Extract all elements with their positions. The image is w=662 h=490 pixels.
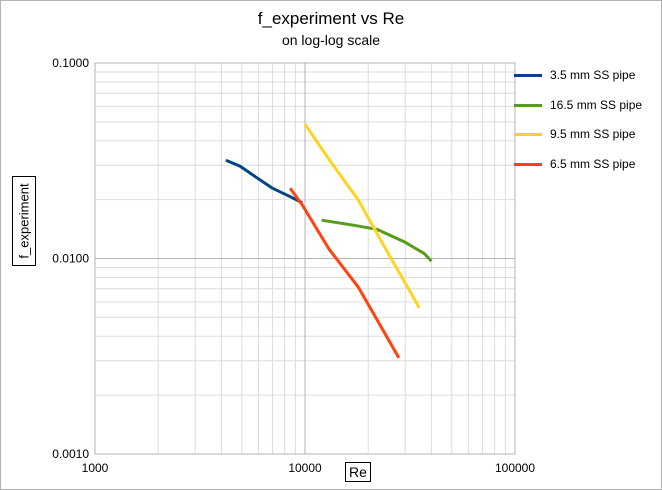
legend-swatch xyxy=(514,162,542,166)
grid-layer xyxy=(94,62,516,455)
series-line-3 xyxy=(303,123,421,309)
ticks-layer: 1000 10000 100000 0.0010 0.0100 0.1000 xyxy=(52,56,535,475)
x-axis-label: Re xyxy=(345,462,371,482)
y-tick-label: 0.0100 xyxy=(52,252,89,266)
series-layer xyxy=(225,123,433,359)
legend-swatch xyxy=(514,103,542,107)
chart-subtitle: on log-log scale xyxy=(281,32,381,48)
y-tick-label: 0.0010 xyxy=(52,447,89,461)
x-tick-label: 1000 xyxy=(82,461,109,475)
y-tick-label: 0.1000 xyxy=(52,56,89,70)
y-axis-label-box: f_experiment xyxy=(12,176,36,266)
legend-swatch xyxy=(514,74,542,77)
x-tick-label: 100000 xyxy=(495,461,535,475)
legend-swatch xyxy=(514,133,542,136)
y-axis-label: f_experiment xyxy=(16,183,32,259)
plot-area-border xyxy=(94,62,516,455)
legend-label: 9.5 mm SS pipe xyxy=(550,127,636,141)
legend-label: 3.5 mm SS pipe xyxy=(550,68,636,82)
x-tick-label: 10000 xyxy=(288,461,322,475)
series-line-4 xyxy=(288,187,401,359)
legend-label: 16.5 mm SS pipe xyxy=(550,97,643,112)
legend-label: 6.5 mm SS pipe xyxy=(550,156,636,171)
chart-title: f_experiment vs Re xyxy=(257,9,405,28)
series-line-1 xyxy=(225,158,303,205)
series-line-2 xyxy=(321,218,433,263)
